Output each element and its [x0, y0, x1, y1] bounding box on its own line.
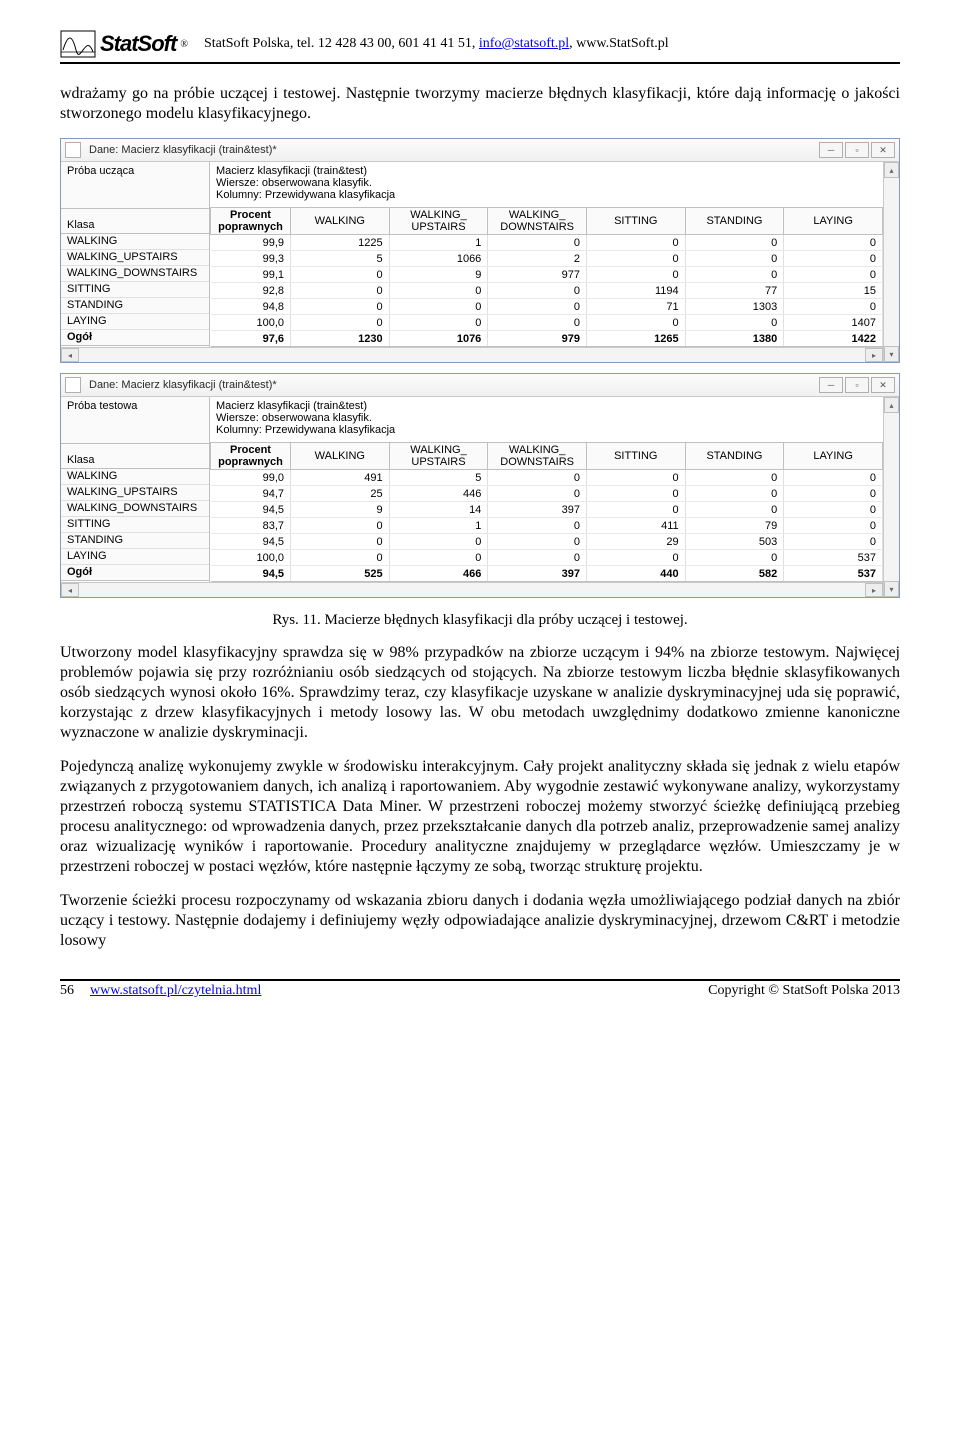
- page-footer: 56 www.statsoft.pl/czytelnia.html Copyri…: [60, 979, 900, 999]
- row-header: WALKING: [61, 469, 209, 485]
- row-header: SITTING: [61, 517, 209, 533]
- matrix-window-train: Dane: Macierz klasyfikacji (train&test)*…: [60, 138, 900, 363]
- row-header: STANDING: [61, 533, 209, 549]
- minimize-button[interactable]: ─: [819, 142, 843, 158]
- set-label: Próba ucząca: [61, 162, 209, 208]
- vertical-scrollbar[interactable]: ▴▾: [883, 162, 899, 362]
- figure-caption: Rys. 11. Macierze błędnych klasyfikacji …: [60, 612, 900, 629]
- row-header: SITTING: [61, 282, 209, 298]
- table-row: 99,3510662000: [211, 251, 883, 267]
- table-row: 99,049150000: [211, 470, 883, 486]
- footer-link[interactable]: www.statsoft.pl/czytelnia.html: [90, 983, 708, 999]
- column-headers: Procentpoprawnych WALKING WALKING_UPSTAI…: [211, 443, 883, 470]
- table-row: 99,109977000: [211, 267, 883, 283]
- table-row: 99,9122510000: [211, 235, 883, 251]
- table-row: 83,7010411790: [211, 518, 883, 534]
- page-header: StatSoft ® StatSoft Polska, tel. 12 428 …: [60, 30, 900, 64]
- logo-icon: [60, 30, 96, 58]
- page-number: 56: [60, 983, 90, 999]
- logo-text: StatSoft: [100, 31, 176, 57]
- minimize-button[interactable]: ─: [819, 377, 843, 393]
- table-row: 94,5914397000: [211, 502, 883, 518]
- matrix-window-test: Dane: Macierz klasyfikacji (train&test)*…: [60, 373, 900, 598]
- window-icon: [65, 377, 81, 393]
- maximize-button[interactable]: ▫: [845, 142, 869, 158]
- horizontal-scrollbar[interactable]: ◂▸: [61, 347, 883, 362]
- klasa-header: Klasa: [61, 443, 209, 469]
- table-row-total: 97,612301076979126513801422: [211, 331, 883, 347]
- row-header-total: Ogół: [61, 330, 209, 346]
- table-row: 94,80007113030: [211, 299, 883, 315]
- window-icon: [65, 142, 81, 158]
- row-header-total: Ogół: [61, 565, 209, 581]
- info-block: Macierz klasyfikacji (train&test) Wiersz…: [210, 162, 883, 208]
- klasa-header: Klasa: [61, 208, 209, 234]
- table-row: 94,7254460000: [211, 486, 883, 502]
- info-block: Macierz klasyfikacji (train&test) Wiersz…: [210, 397, 883, 443]
- body-paragraph-1: Utworzony model klasyfikacyjny sprawdza …: [60, 643, 900, 743]
- window-title: Dane: Macierz klasyfikacji (train&test)*: [85, 379, 819, 391]
- column-headers: Procentpoprawnych WALKING WALKING_UPSTAI…: [211, 208, 883, 235]
- maximize-button[interactable]: ▫: [845, 377, 869, 393]
- row-header: LAYING: [61, 314, 209, 330]
- body-paragraph-2: Pojedynczą analizę wykonujemy zwykle w ś…: [60, 757, 900, 877]
- header-contact: StatSoft Polska, tel. 12 428 43 00, 601 …: [204, 36, 669, 52]
- row-header: WALKING_UPSTAIRS: [61, 485, 209, 501]
- vertical-scrollbar[interactable]: ▴▾: [883, 397, 899, 597]
- row-header: LAYING: [61, 549, 209, 565]
- intro-paragraph: wdrażamy go na próbie uczącej i testowej…: [60, 84, 900, 124]
- logo: StatSoft ®: [60, 30, 188, 58]
- table-row: 100,0000001407: [211, 315, 883, 331]
- body-paragraph-3: Tworzenie ścieżki procesu rozpoczynamy o…: [60, 891, 900, 951]
- row-header: WALKING_DOWNSTAIRS: [61, 501, 209, 517]
- row-header: STANDING: [61, 298, 209, 314]
- table-row-total: 94,5525466397440582537: [211, 566, 883, 582]
- confusion-matrix-test: Procentpoprawnych WALKING WALKING_UPSTAI…: [210, 443, 883, 582]
- row-header: WALKING: [61, 234, 209, 250]
- confusion-matrix-train: Procentpoprawnych WALKING WALKING_UPSTAI…: [210, 208, 883, 347]
- window-title: Dane: Macierz klasyfikacji (train&test)*: [85, 144, 819, 156]
- header-email-link[interactable]: info@statsoft.pl: [479, 36, 569, 51]
- horizontal-scrollbar[interactable]: ◂▸: [61, 582, 883, 597]
- table-row: 92,800011947715: [211, 283, 883, 299]
- row-header: WALKING_DOWNSTAIRS: [61, 266, 209, 282]
- row-header: WALKING_UPSTAIRS: [61, 250, 209, 266]
- footer-copyright: Copyright © StatSoft Polska 2013: [708, 983, 900, 999]
- close-button[interactable]: ✕: [871, 377, 895, 393]
- set-label: Próba testowa: [61, 397, 209, 443]
- table-row: 94,5000295030: [211, 534, 883, 550]
- close-button[interactable]: ✕: [871, 142, 895, 158]
- table-row: 100,000000537: [211, 550, 883, 566]
